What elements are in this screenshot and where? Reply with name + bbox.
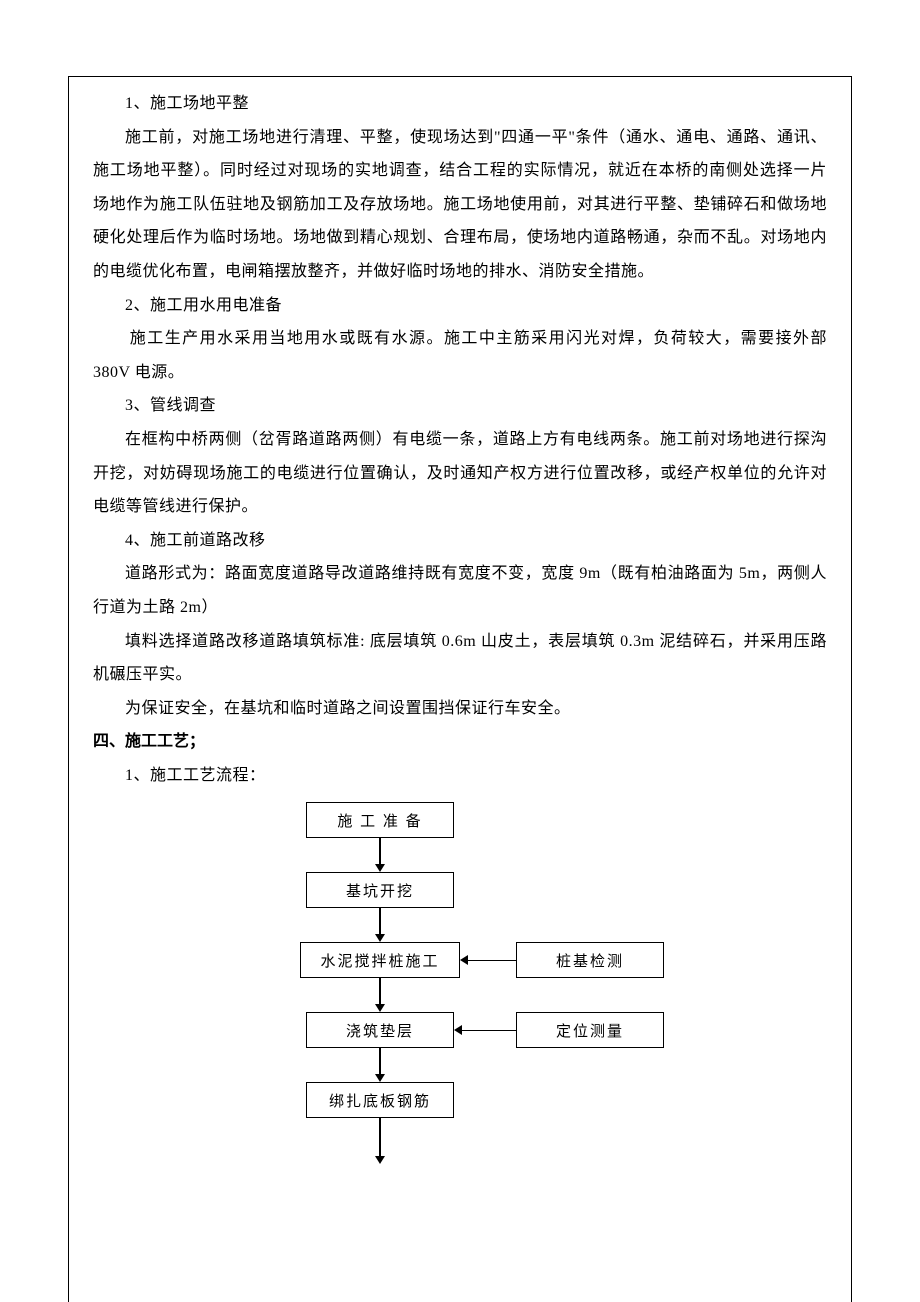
item-4-body-2: 填料选择道路改移道路填筑标准: 底层填筑 0.6m 山皮土，表层填筑 0.3m … xyxy=(93,625,827,692)
flow-arrow-left xyxy=(460,955,516,965)
item-3-body: 在框构中桥两侧（岔胥路道路两侧）有电缆一条，道路上方有电线两条。施工前对场地进行… xyxy=(93,423,827,524)
flow-node-n4: 浇筑垫层 xyxy=(306,1012,454,1048)
item-4-body-3: 为保证安全，在基坑和临时道路之间设置围挡保证行车安全。 xyxy=(93,692,827,726)
section-4-heading: 四、施工工艺； xyxy=(93,725,827,759)
flow-node-s2: 定位测量 xyxy=(516,1012,664,1048)
item-1-body: 施工前，对施工场地进行清理、平整，使现场达到"四通一平"条件（通水、通电、通路、… xyxy=(93,121,827,289)
flow-node-n5: 绑扎底板钢筋 xyxy=(306,1082,454,1118)
item-4-body-1: 道路形式为：路面宽度道路导改道路维持既有宽度不变，宽度 9m（既有柏油路面为 5… xyxy=(93,557,827,624)
flow-arrow-down xyxy=(375,838,385,872)
item-2-title: 2、施工用水用电准备 xyxy=(93,289,827,323)
flow-node-n2: 基坑开挖 xyxy=(306,872,454,908)
flow-node-n3: 水泥搅拌桩施工 xyxy=(300,942,460,978)
flow-node-s1: 桩基检测 xyxy=(516,942,664,978)
flow-arrow-left xyxy=(454,1025,516,1035)
flow-arrow-down xyxy=(375,1048,385,1082)
item-1-title: 1、施工场地平整 xyxy=(93,87,827,121)
page-frame: 1、施工场地平整 施工前，对施工场地进行清理、平整，使现场达到"四通一平"条件（… xyxy=(68,76,852,1302)
item-4-title: 4、施工前道路改移 xyxy=(93,524,827,558)
flowchart: 施 工 准 备基坑开挖水泥搅拌桩施工浇筑垫层绑扎底板钢筋 桩基检测定位测量 xyxy=(220,802,700,1202)
item-3-title: 3、管线调查 xyxy=(93,389,827,423)
flow-arrow-down xyxy=(375,978,385,1012)
flow-arrow-down xyxy=(375,1118,385,1164)
flow-arrow-down xyxy=(375,908,385,942)
flow-node-n1: 施 工 准 备 xyxy=(306,802,454,838)
section-4-sub: 1、施工工艺流程： xyxy=(93,759,827,793)
item-2-body: 施工生产用水采用当地用水或既有水源。施工中主筋采用闪光对焊，负荷较大，需要接外部… xyxy=(93,322,827,389)
